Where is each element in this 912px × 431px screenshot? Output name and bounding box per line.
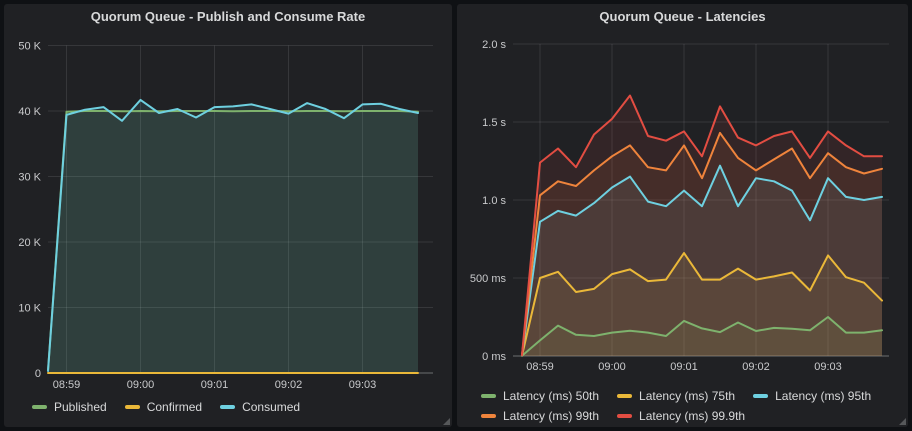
y-axis-tick-label: 2.0 s — [482, 39, 506, 51]
chart-legend: Latency (ms) 50th Latency (ms) 75th Latenc… — [457, 386, 908, 426]
x-axis-tick-label: 09:02 — [275, 379, 303, 391]
panel-title[interactable]: Quorum Queue - Publish and Consume Rate — [90, 9, 366, 24]
y-axis-tick-label: 50 K — [18, 41, 41, 53]
x-axis-tick-label: 09:03 — [814, 361, 842, 373]
legend-label: Latency (ms) 75th — [639, 389, 736, 403]
chart-legend: Published Confirmed Consumed — [4, 397, 452, 417]
series-fill — [522, 253, 882, 356]
legend-item[interactable]: Latency (ms) 75th — [617, 389, 735, 403]
x-axis-tick-label: 09:00 — [127, 379, 155, 391]
panel-resize-handle-icon[interactable] — [443, 418, 450, 425]
x-axis-tick-label: 09:03 — [349, 379, 377, 391]
x-axis-tick-label: 09:02 — [742, 361, 770, 373]
legend-label: Latency (ms) 99th — [503, 409, 600, 423]
chart-publish-consume-rate: 0 10 K 20 K 30 K 40 K 50 K 08:59 09:00 09:01 09:0… — [18, 41, 433, 391]
x-axis-tick-label: 09:00 — [598, 361, 626, 373]
panel-latencies: Quorum Queue - Latencies 0 ms 500 ms 1.0 s… — [457, 4, 908, 427]
legend-label: Consumed — [242, 400, 301, 414]
y-axis-tick-label: 1.0 s — [482, 195, 506, 207]
legend-row: Latency (ms) 50th Latency (ms) 75th Latenc… — [457, 386, 908, 406]
x-axis-tick-label: 08:59 — [53, 379, 81, 391]
legend-label: Latency (ms) 50th — [503, 389, 600, 403]
y-axis-tick-label: 30 K — [18, 172, 41, 184]
panel-resize-handle-icon[interactable] — [899, 418, 906, 425]
x-axis-tick-label: 09:01 — [201, 379, 229, 391]
series-line — [521, 252, 883, 357]
chart-latencies: 0 ms 500 ms 1.0 s 1.5 s 2.0 s 08:59 09:00 09:01… — [470, 39, 889, 373]
series-line — [47, 98, 419, 372]
legend-item[interactable]: Confirmed — [124, 400, 203, 414]
x-axis-tick-label: 09:01 — [670, 361, 698, 373]
series-line — [521, 94, 883, 357]
series-color-dash-icon — [220, 405, 236, 409]
y-axis-tick-label: 10 K — [18, 303, 41, 315]
panel-publish-consume-rate: Quorum Queue - Publish and Consume Rate … — [4, 4, 452, 427]
legend-label: Confirmed — [146, 400, 203, 414]
series-color-dash-icon — [481, 414, 496, 418]
legend-item[interactable]: Published — [32, 400, 107, 414]
x-axis-tick-label: 08:59 — [526, 361, 554, 373]
series-color-dash-icon — [32, 405, 47, 409]
y-axis-tick-label: 0 ms — [482, 351, 506, 363]
series-line — [521, 164, 883, 357]
series-color-dash-icon — [617, 414, 633, 418]
series-fill — [48, 111, 418, 373]
legend-label: Published — [54, 400, 107, 414]
y-axis-tick-label: 1.5 s — [482, 117, 506, 129]
series-color-dash-icon — [753, 394, 769, 398]
y-axis-tick-label: 40 K — [18, 106, 41, 118]
y-axis-tick-label: 0 — [35, 368, 41, 380]
legend-item[interactable]: Consumed — [220, 400, 300, 414]
series-line — [521, 316, 883, 357]
series-fill — [522, 317, 882, 356]
y-axis-tick-label: 500 ms — [470, 273, 507, 285]
legend-label: Latency (ms) 95th — [775, 389, 872, 403]
series-color-dash-icon — [617, 394, 633, 398]
series-line — [521, 131, 883, 357]
legend-item[interactable]: Latency (ms) 99th — [481, 409, 599, 423]
legend-label: Latency (ms) 99.9th — [639, 409, 746, 423]
legend-item[interactable]: Latency (ms) 95th — [753, 389, 871, 403]
series-fill — [48, 99, 418, 374]
panel-title[interactable]: Quorum Queue - Latencies — [599, 9, 766, 24]
series-color-dash-icon — [124, 405, 140, 409]
legend-row: Latency (ms) 99th Latency (ms) 99.9th — [457, 406, 908, 426]
y-axis-tick-label: 20 K — [18, 237, 41, 249]
series-color-dash-icon — [481, 394, 496, 398]
legend-item[interactable]: Latency (ms) 50th — [481, 389, 599, 403]
legend-item[interactable]: Latency (ms) 99.9th — [617, 409, 745, 423]
series-fill — [522, 165, 882, 356]
series-fill — [522, 95, 882, 356]
legend-row: Published Confirmed Consumed — [4, 397, 452, 417]
